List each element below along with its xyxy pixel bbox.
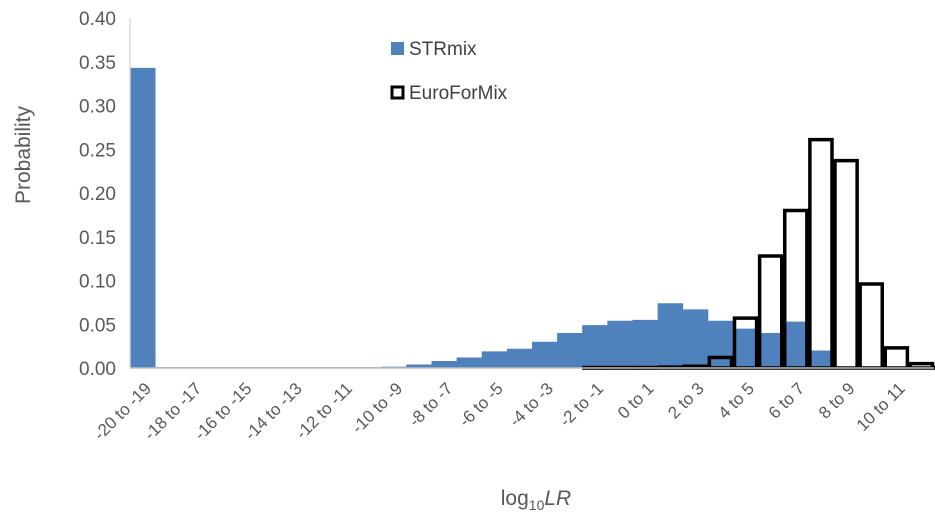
strmix-bar	[406, 364, 432, 368]
strmix-bar	[607, 320, 633, 368]
x-tick-label: 10 to 11	[853, 379, 909, 435]
x-tick-label: 4 to 5	[714, 379, 758, 423]
x-axis-title-variable: LR	[544, 487, 571, 510]
euroformix-bar	[808, 137, 834, 370]
strmix-bar	[657, 303, 684, 368]
strmix-bar	[557, 333, 583, 368]
x-axis-title-subscript: 10	[529, 497, 545, 512]
x-axis-title: log10LR	[501, 487, 571, 512]
strmix-bar	[632, 319, 659, 368]
strmix-bar	[456, 357, 483, 368]
legend-label-euroformix: EuroForMix	[409, 83, 508, 104]
x-tick-label: -8 to -7	[405, 379, 457, 431]
euroformix-bar	[883, 346, 910, 370]
legend-item-euroformix: EuroForMix	[390, 83, 508, 104]
strmix-bar	[808, 350, 834, 368]
strmix-bar	[481, 351, 508, 368]
strmix-bar	[506, 348, 533, 368]
strmix-bar	[758, 333, 784, 368]
x-tick-label: 6 to 7	[765, 379, 809, 423]
y-tick-label: 0.10	[79, 272, 116, 293]
legend: STRmix EuroForMix	[390, 39, 508, 104]
y-tick-label: 0.15	[79, 228, 116, 249]
axes	[129, 18, 934, 369]
strmix-bar	[130, 67, 156, 368]
x-tick-label: 0 to 1	[614, 379, 658, 423]
y-tick-label: 0.05	[79, 315, 116, 336]
strmix-bar	[431, 361, 458, 368]
x-tick-label: -2 to -1	[556, 379, 608, 431]
x-tick-label: -4 to -3	[505, 379, 557, 431]
strmix-bar	[733, 328, 759, 368]
y-axis-title: Probability	[12, 105, 35, 204]
strmix-bar	[532, 341, 558, 368]
y-tick-labels: 0.00 0.05 0.10 0.15 0.20 0.25 0.30 0.35 0.40	[79, 9, 116, 380]
legend-label-strmix: STRmix	[409, 39, 477, 60]
strmix-bar	[582, 325, 608, 368]
x-tick-label: -10 to -9	[348, 379, 406, 437]
x-tick-label: 8 to 9	[815, 379, 859, 423]
y-tick-label: 0.40	[79, 9, 116, 30]
y-tick-label: 0.25	[79, 140, 116, 161]
strmix-bar	[707, 320, 734, 368]
y-tick-label: 0.20	[79, 184, 116, 205]
legend-item-strmix: STRmix	[391, 39, 477, 60]
strmix-bar	[682, 309, 709, 368]
strmix-bar	[783, 321, 809, 368]
y-tick-label: 0.35	[79, 53, 116, 74]
euroformix-bar	[833, 158, 859, 370]
legend-swatch-strmix	[391, 42, 404, 55]
x-tick-label: 2 to 3	[664, 379, 708, 423]
legend-swatch-euroformix	[390, 85, 405, 100]
x-tick-label: -6 to -5	[455, 379, 507, 431]
x-axis-title-base: log	[501, 487, 529, 510]
y-tick-label: 0.30	[79, 97, 116, 118]
x-tick-labels: -20 to -19-18 to -17-16 to -15-14 to -13…	[90, 379, 909, 444]
strmix-bars	[130, 67, 834, 368]
y-tick-label: 0.00	[79, 359, 116, 380]
euroformix-bar	[858, 282, 884, 370]
